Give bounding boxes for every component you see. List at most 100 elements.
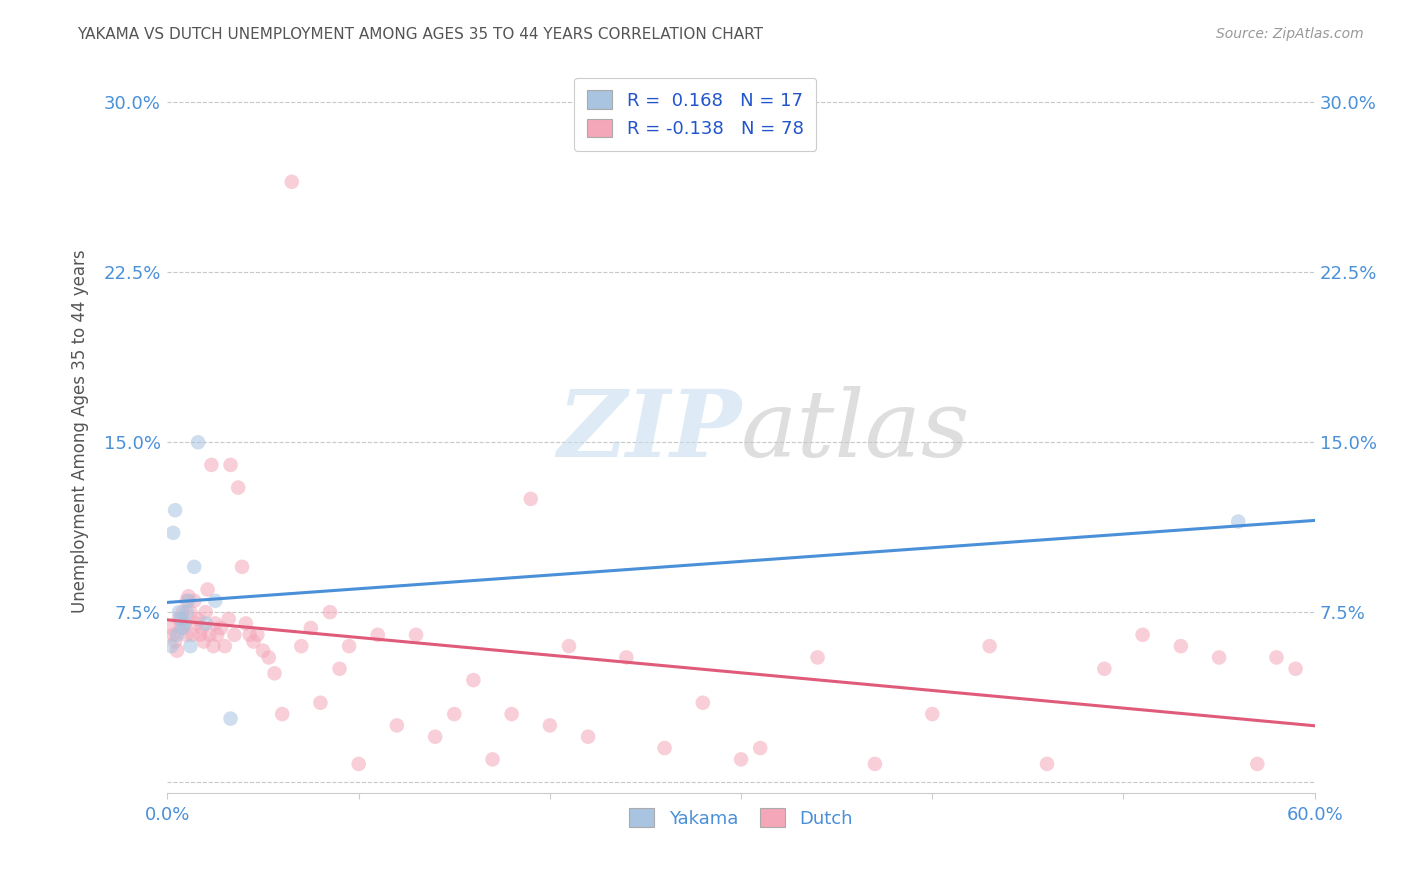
Point <box>204 594 226 608</box>
Point <box>193 634 215 648</box>
Point <box>183 594 205 608</box>
Point <box>209 621 232 635</box>
Point <box>188 628 211 642</box>
Point <box>519 491 541 506</box>
Point <box>219 458 242 472</box>
Point <box>177 589 200 603</box>
Point <box>226 481 249 495</box>
Point <box>347 756 370 771</box>
Point <box>165 503 187 517</box>
Point <box>405 628 427 642</box>
Point <box>202 639 225 653</box>
Point <box>1208 650 1230 665</box>
Point <box>231 559 253 574</box>
Text: Source: ZipAtlas.com: Source: ZipAtlas.com <box>1216 27 1364 41</box>
Point <box>179 639 201 653</box>
Point <box>328 662 350 676</box>
Point <box>423 730 446 744</box>
Point <box>749 741 772 756</box>
Point <box>246 628 269 642</box>
Point <box>179 605 201 619</box>
Point <box>1227 515 1250 529</box>
Point <box>806 650 828 665</box>
Point <box>692 696 714 710</box>
Point <box>191 621 214 635</box>
Point <box>538 718 561 732</box>
Text: YAKAMA VS DUTCH UNEMPLOYMENT AMONG AGES 35 TO 44 YEARS CORRELATION CHART: YAKAMA VS DUTCH UNEMPLOYMENT AMONG AGES … <box>77 27 763 42</box>
Point <box>160 621 183 635</box>
Point <box>654 741 676 756</box>
Point <box>263 666 285 681</box>
Point <box>242 634 264 648</box>
Point <box>181 628 204 642</box>
Point <box>239 628 262 642</box>
Point <box>576 730 599 744</box>
Point <box>367 628 389 642</box>
Point <box>197 582 219 597</box>
Point <box>173 616 195 631</box>
Point <box>166 643 188 657</box>
Point <box>979 639 1001 653</box>
Point <box>194 616 217 631</box>
Point <box>176 605 198 619</box>
Point <box>176 628 198 642</box>
Legend: Yakama, Dutch: Yakama, Dutch <box>621 801 860 835</box>
Point <box>319 605 342 619</box>
Point <box>921 707 943 722</box>
Point <box>172 621 194 635</box>
Point <box>167 612 190 626</box>
Point <box>252 643 274 657</box>
Point <box>204 616 226 631</box>
Point <box>309 696 332 710</box>
Point <box>1170 639 1192 653</box>
Point <box>170 612 193 626</box>
Point <box>385 718 408 732</box>
Point <box>290 639 312 653</box>
Point <box>235 616 257 631</box>
Point <box>173 616 195 631</box>
Point <box>337 639 360 653</box>
Point <box>614 650 637 665</box>
Point <box>162 525 184 540</box>
Text: atlas: atlas <box>741 386 970 476</box>
Point <box>218 612 240 626</box>
Point <box>167 605 190 619</box>
Point <box>177 594 200 608</box>
Point <box>214 639 236 653</box>
Point <box>1092 662 1115 676</box>
Point <box>162 628 184 642</box>
Point <box>183 559 205 574</box>
Text: ZIP: ZIP <box>557 386 741 476</box>
Point <box>1265 650 1288 665</box>
Point <box>481 752 503 766</box>
Point <box>187 612 209 626</box>
Point <box>257 650 280 665</box>
Point <box>170 621 193 635</box>
Point <box>200 458 222 472</box>
Point <box>443 707 465 722</box>
Point <box>299 621 322 635</box>
Point <box>219 712 242 726</box>
Point <box>863 756 886 771</box>
Point <box>1036 756 1059 771</box>
Point <box>194 605 217 619</box>
Point <box>205 628 228 642</box>
Point <box>176 594 198 608</box>
Point <box>558 639 581 653</box>
Point <box>187 435 209 450</box>
Point <box>463 673 485 687</box>
Point <box>172 605 194 619</box>
Point <box>166 628 188 642</box>
Point <box>501 707 523 722</box>
Point <box>198 628 221 642</box>
Point <box>224 628 246 642</box>
Point <box>1246 756 1268 771</box>
Point <box>165 634 187 648</box>
Y-axis label: Unemployment Among Ages 35 to 44 years: Unemployment Among Ages 35 to 44 years <box>72 249 89 613</box>
Point <box>280 175 302 189</box>
Point <box>1284 662 1306 676</box>
Point <box>184 616 207 631</box>
Point <box>730 752 752 766</box>
Point <box>1132 628 1154 642</box>
Point <box>160 639 183 653</box>
